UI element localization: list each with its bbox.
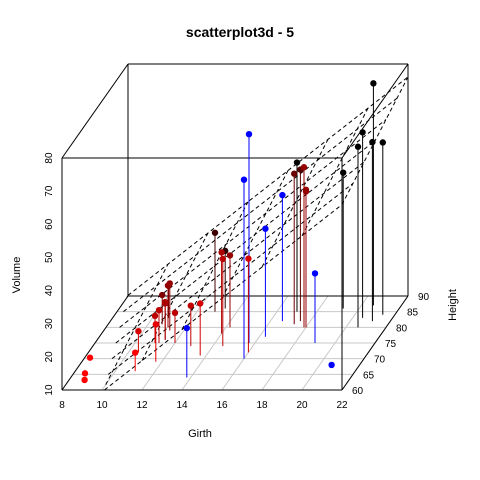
y-axis-label: Height xyxy=(447,289,459,321)
data-point xyxy=(302,188,310,195)
x-tick-label: 22 xyxy=(336,400,348,411)
data-point xyxy=(354,143,362,150)
z-tick-label: 40 xyxy=(44,285,55,297)
data-point xyxy=(155,306,163,314)
data-point xyxy=(379,139,386,146)
tick-labels: 8 10 12 14 16 18 20 22 60 65 70 75 80 85 90 10 20 30 40 50 6… xyxy=(44,152,430,411)
z-tick-label: 10 xyxy=(44,384,55,396)
z-tick-label: 50 xyxy=(44,251,55,263)
data-point xyxy=(340,169,347,176)
data-point xyxy=(218,249,225,256)
y-tick-label: 80 xyxy=(396,323,408,334)
data-point xyxy=(132,349,139,356)
data-point xyxy=(152,321,159,328)
data-points xyxy=(81,80,386,384)
data-point xyxy=(245,255,252,262)
plane-line-height xyxy=(111,161,365,360)
data-point xyxy=(187,302,194,309)
plane-line-height xyxy=(115,140,376,344)
plane-line-height xyxy=(123,97,398,313)
x-axis-label: Girth xyxy=(188,428,212,440)
plane-line-height xyxy=(127,76,409,296)
chart-title: scatterplot3d - 5 xyxy=(186,24,294,40)
x-tick-label: 16 xyxy=(216,400,228,411)
z-tick-label: 70 xyxy=(44,185,55,197)
data-point xyxy=(226,252,234,259)
y-tick-label: 70 xyxy=(374,355,386,366)
x-tick-label: 10 xyxy=(96,400,108,411)
y-tick-label: 75 xyxy=(385,339,397,350)
data-point xyxy=(183,324,190,332)
drop-lines xyxy=(84,83,384,381)
y-tick-label: 65 xyxy=(363,370,375,381)
y-tick-label: 85 xyxy=(407,308,419,319)
data-point xyxy=(262,225,269,232)
plane-line-height xyxy=(107,182,354,375)
data-point xyxy=(311,270,319,277)
base-grid xyxy=(61,295,409,391)
data-point xyxy=(300,164,308,171)
data-point xyxy=(159,291,166,299)
data-point xyxy=(240,176,248,183)
box-edge xyxy=(61,63,129,159)
z-axis-label: Volume xyxy=(11,257,23,294)
z-tick-label: 30 xyxy=(44,318,55,330)
data-point xyxy=(291,170,298,177)
data-point xyxy=(359,129,366,136)
box-edge xyxy=(341,63,409,159)
data-point xyxy=(279,191,286,199)
box-edge xyxy=(61,295,129,391)
box-edge xyxy=(341,295,409,391)
x-tick-label: 20 xyxy=(296,400,308,411)
data-point xyxy=(197,300,204,307)
y-tick-label: 60 xyxy=(352,386,364,397)
z-tick-label: 60 xyxy=(44,218,55,230)
z-tick-label: 20 xyxy=(44,351,55,363)
plane-line-girth xyxy=(105,263,169,385)
plane-line-girth xyxy=(126,295,129,298)
y-tick-label: 90 xyxy=(418,292,430,303)
data-point xyxy=(86,354,94,361)
data-point xyxy=(81,376,88,384)
data-point xyxy=(328,361,335,369)
data-point xyxy=(369,138,376,146)
data-point xyxy=(81,370,89,377)
data-point xyxy=(370,80,377,87)
data-point xyxy=(162,298,169,306)
data-point xyxy=(211,229,219,236)
data-point xyxy=(135,327,142,335)
x-tick-label: 12 xyxy=(136,400,148,411)
x-tick-label: 8 xyxy=(59,400,65,411)
data-point xyxy=(151,312,159,320)
data-point xyxy=(166,280,173,287)
z-tick-label: 80 xyxy=(44,152,55,164)
data-point xyxy=(171,309,179,317)
data-point xyxy=(219,255,226,263)
axis-box xyxy=(61,63,409,391)
data-point xyxy=(293,159,301,166)
x-tick-label: 18 xyxy=(256,400,268,411)
data-point xyxy=(245,131,253,138)
x-tick-label: 14 xyxy=(176,400,188,411)
